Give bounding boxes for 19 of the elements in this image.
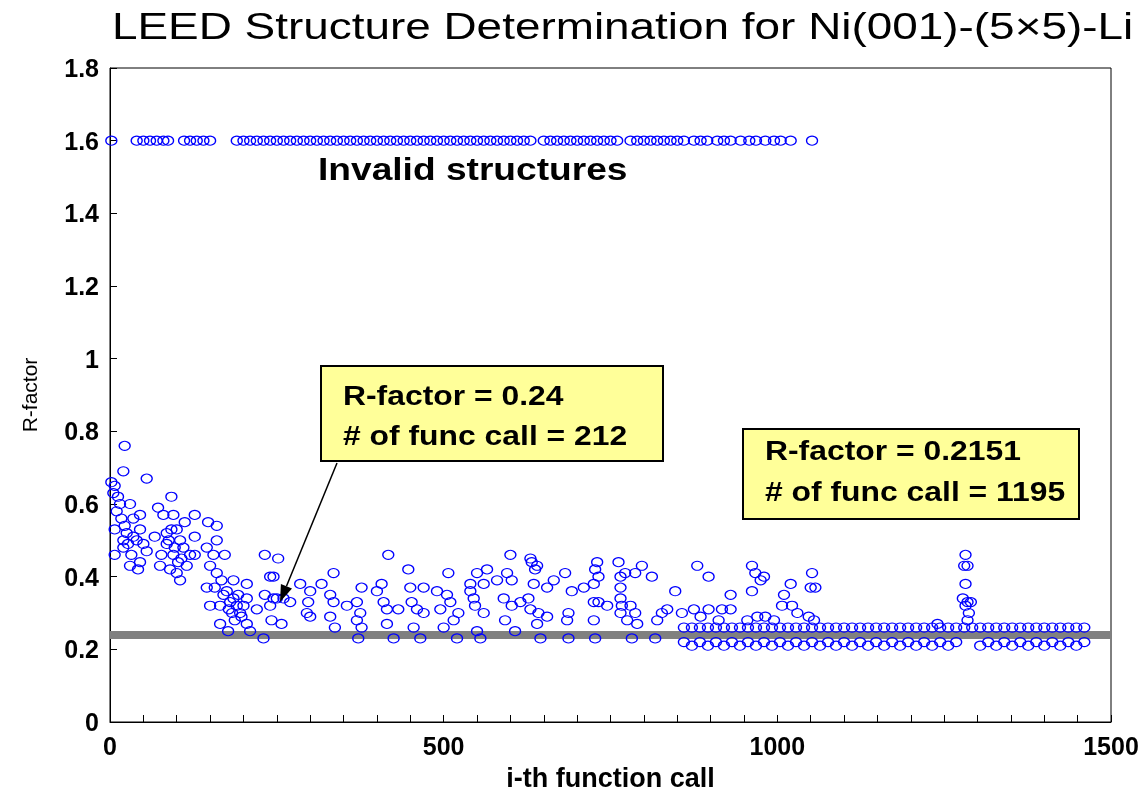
x-tick-label: 1000 — [749, 731, 806, 760]
y-tick-label: 0.6 — [64, 490, 99, 518]
x-tick-label: 500 — [422, 731, 465, 760]
y-tick-label: 0.2 — [64, 635, 99, 664]
chart-title: LEED Structure Determination for Ni(001)-(5×5)-Li — [112, 6, 1134, 48]
y-tick-label: 1 — [85, 344, 100, 373]
annotation: Invalid structures — [318, 151, 628, 188]
y-tick-label: 0.4 — [64, 562, 100, 591]
x-axis-title: i-th function call — [506, 762, 715, 793]
y-tick-label: 1.6 — [64, 126, 99, 155]
y-tick-label: 1.4 — [64, 199, 100, 228]
y-tick-label: 1.2 — [64, 272, 99, 300]
y-tick-label: 1.8 — [64, 54, 100, 82]
y-tick-label: 0 — [85, 708, 99, 736]
x-tick-label: 1500 — [1083, 731, 1139, 760]
annotation: R-factor = 0.24 # of func call = 212 — [343, 380, 628, 453]
y-tick-label: 0.8 — [64, 417, 100, 446]
y-axis-title: R-factor — [18, 357, 41, 433]
annotation: R-factor = 0.2151 # of func call = 1195 — [765, 435, 1066, 509]
